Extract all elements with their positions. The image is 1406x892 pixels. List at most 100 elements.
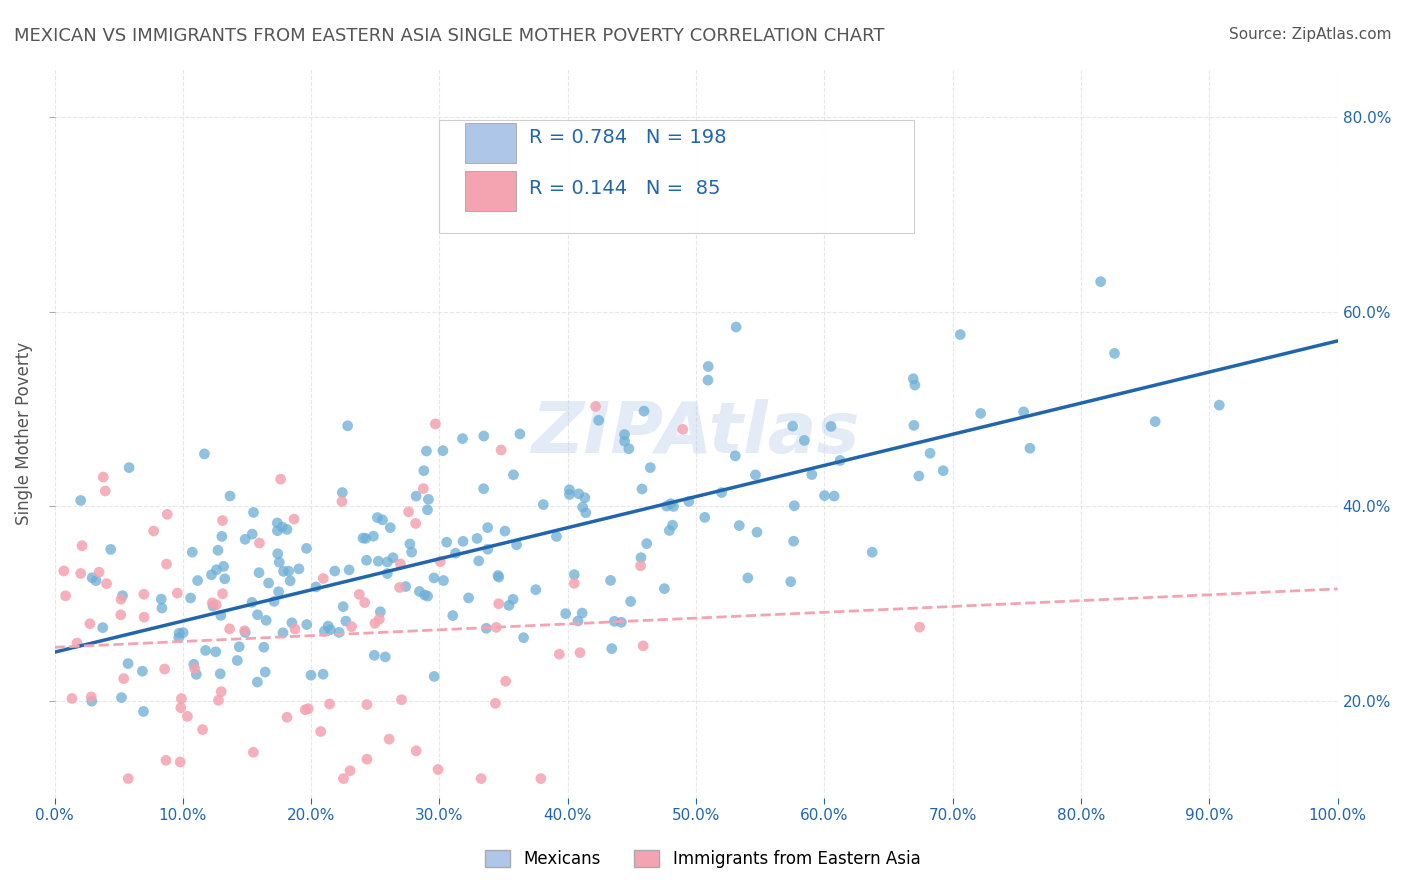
Point bbox=[382, 550, 405, 565]
Point bbox=[112, 672, 135, 686]
Point bbox=[1104, 346, 1126, 360]
Point bbox=[423, 669, 446, 683]
Point bbox=[451, 432, 474, 446]
Point bbox=[436, 535, 458, 549]
Point bbox=[70, 539, 93, 553]
Point bbox=[209, 666, 232, 681]
Point bbox=[246, 607, 269, 622]
Point bbox=[170, 700, 193, 714]
Point bbox=[207, 693, 229, 707]
Point bbox=[744, 467, 766, 482]
Point bbox=[132, 610, 155, 624]
Point bbox=[658, 524, 681, 538]
Point bbox=[630, 550, 652, 565]
Point bbox=[117, 772, 139, 786]
Point bbox=[432, 443, 454, 458]
Point bbox=[212, 559, 235, 574]
Point bbox=[233, 625, 256, 640]
Point bbox=[405, 744, 427, 758]
Point bbox=[249, 536, 271, 550]
Point bbox=[266, 524, 288, 538]
Point bbox=[429, 555, 451, 569]
Point bbox=[364, 616, 387, 631]
Point bbox=[745, 525, 768, 540]
Point bbox=[969, 406, 991, 420]
Point bbox=[613, 427, 636, 442]
Point bbox=[118, 460, 141, 475]
Point bbox=[432, 574, 454, 588]
Point bbox=[554, 607, 576, 621]
Point bbox=[505, 538, 527, 552]
Point bbox=[209, 684, 232, 698]
Point bbox=[155, 557, 177, 571]
Point bbox=[562, 567, 585, 582]
Point bbox=[319, 623, 342, 637]
Point bbox=[226, 653, 249, 667]
Point bbox=[408, 584, 430, 599]
Point bbox=[167, 631, 190, 645]
Point bbox=[569, 646, 592, 660]
Point bbox=[367, 554, 389, 568]
Point bbox=[418, 492, 440, 507]
Point bbox=[470, 772, 492, 786]
Point bbox=[820, 419, 842, 434]
Point bbox=[724, 449, 747, 463]
Point bbox=[568, 487, 591, 501]
Point bbox=[186, 667, 208, 681]
Point bbox=[389, 557, 412, 571]
Point bbox=[96, 576, 118, 591]
Point bbox=[524, 582, 547, 597]
FancyBboxPatch shape bbox=[440, 120, 914, 233]
Point bbox=[184, 661, 207, 675]
Point bbox=[337, 563, 360, 577]
Point bbox=[263, 594, 285, 608]
Point bbox=[55, 589, 77, 603]
Point bbox=[472, 482, 495, 496]
Point bbox=[380, 520, 402, 534]
Point bbox=[82, 571, 104, 585]
Point bbox=[150, 601, 173, 615]
Point bbox=[277, 564, 299, 578]
Point bbox=[371, 513, 394, 527]
Point bbox=[502, 592, 524, 607]
Point bbox=[531, 498, 554, 512]
Point bbox=[117, 657, 139, 671]
Point bbox=[488, 597, 510, 611]
Point bbox=[465, 532, 488, 546]
FancyBboxPatch shape bbox=[465, 170, 516, 211]
Point bbox=[336, 418, 359, 433]
Point bbox=[610, 615, 633, 630]
Text: MEXICAN VS IMMIGRANTS FROM EASTERN ASIA SINGLE MOTHER POVERTY CORRELATION CHART: MEXICAN VS IMMIGRANTS FROM EASTERN ASIA … bbox=[14, 27, 884, 45]
Point bbox=[472, 429, 495, 443]
Point bbox=[603, 615, 626, 629]
Point bbox=[172, 625, 194, 640]
FancyBboxPatch shape bbox=[465, 123, 516, 163]
Point bbox=[288, 562, 311, 576]
Point bbox=[1208, 398, 1230, 412]
Point bbox=[823, 489, 845, 503]
Point bbox=[295, 617, 318, 632]
Point bbox=[228, 640, 250, 654]
Point bbox=[79, 616, 101, 631]
Point bbox=[207, 543, 229, 558]
Point bbox=[211, 529, 233, 543]
Point bbox=[180, 591, 202, 605]
Point bbox=[246, 675, 269, 690]
Point bbox=[494, 524, 516, 538]
Point bbox=[405, 516, 427, 531]
Legend: Mexicans, Immigrants from Eastern Asia: Mexicans, Immigrants from Eastern Asia bbox=[479, 843, 927, 875]
Point bbox=[502, 467, 524, 482]
Point bbox=[782, 534, 804, 549]
Point bbox=[693, 510, 716, 524]
Point bbox=[558, 483, 581, 497]
Point bbox=[630, 558, 652, 573]
Point bbox=[270, 472, 292, 486]
Point bbox=[167, 626, 190, 640]
Point bbox=[710, 485, 733, 500]
Point bbox=[233, 533, 256, 547]
Point bbox=[356, 752, 378, 766]
Point bbox=[662, 500, 685, 514]
Point bbox=[860, 545, 883, 559]
Point bbox=[1012, 405, 1035, 419]
Point bbox=[1090, 275, 1112, 289]
